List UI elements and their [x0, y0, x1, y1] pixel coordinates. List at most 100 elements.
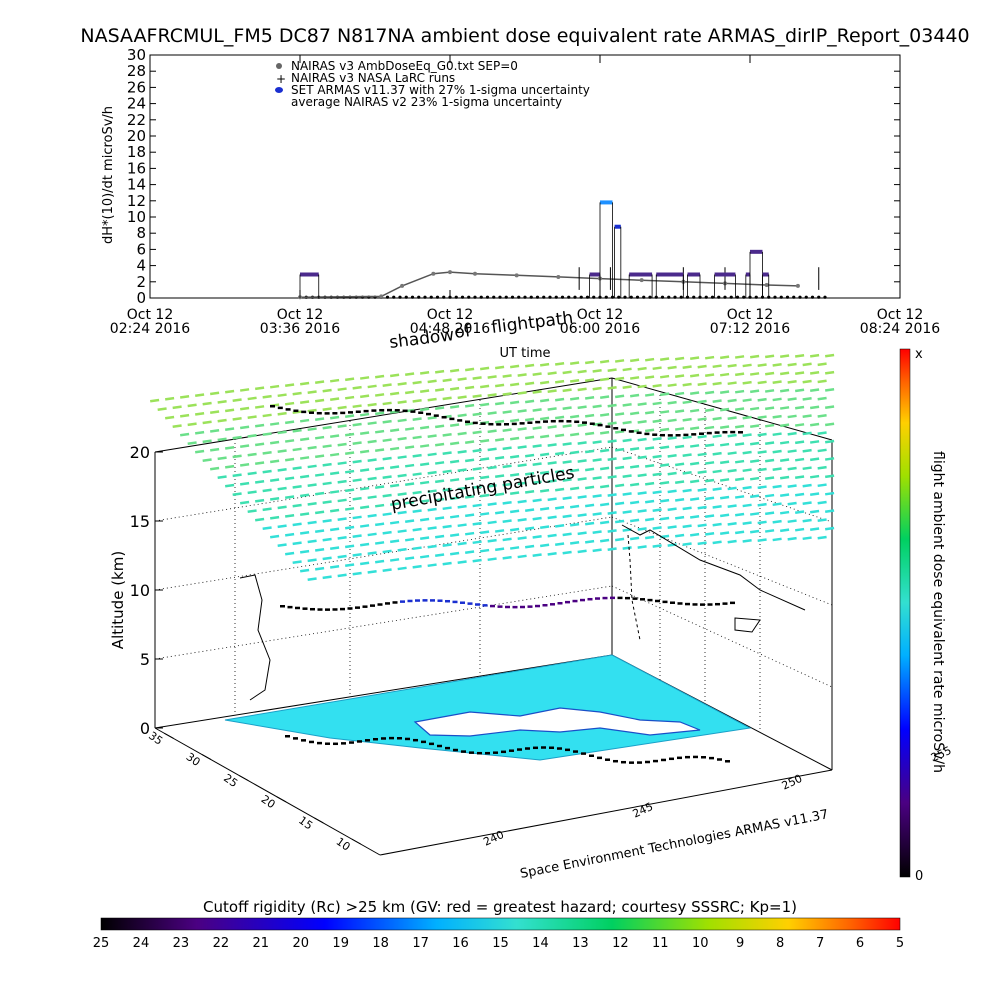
particle-dash	[225, 389, 235, 394]
particle-dash	[412, 398, 422, 403]
top-y-axis-label: dH*(10)/dt microSv/h	[101, 106, 116, 244]
nairas-baseline-point	[660, 295, 665, 299]
particle-dash	[795, 388, 805, 393]
particle-dash	[667, 507, 677, 512]
bottom-colorbar-tick-label: 14	[532, 936, 549, 951]
flight-track-dash	[692, 603, 698, 606]
particle-dash	[735, 512, 745, 517]
particle-dash	[592, 458, 602, 462]
particle-dash	[690, 408, 700, 413]
particle-dash	[382, 456, 392, 461]
particle-dash	[622, 402, 632, 407]
flight-track-dash	[512, 605, 518, 609]
shadow-track-dash	[653, 759, 658, 763]
particle-dash	[292, 391, 302, 396]
projected-track-dash	[348, 411, 353, 414]
particle-dash	[810, 527, 820, 531]
flight-track-dash	[332, 608, 338, 611]
particle-dash	[405, 390, 415, 395]
particle-dash	[225, 427, 235, 431]
particle-dash	[329, 378, 340, 383]
particle-dash	[352, 385, 362, 390]
particle-dash	[570, 414, 580, 419]
particle-dash	[705, 496, 715, 501]
particle-dash	[592, 440, 602, 444]
top-chart-marks	[298, 200, 827, 300]
particle-dash	[479, 384, 490, 389]
particle-dash	[742, 380, 752, 385]
particle-dash	[727, 468, 737, 473]
particle-dash	[412, 527, 422, 532]
particle-dash	[517, 445, 527, 449]
flight-track-dash	[640, 598, 645, 601]
particle-dash	[592, 476, 602, 480]
particle-dash	[457, 413, 467, 418]
particle-dash	[352, 422, 362, 427]
particle-dash	[622, 456, 632, 461]
particle-dash	[660, 374, 670, 379]
particle-dash	[247, 415, 257, 419]
particle-dash	[329, 490, 340, 494]
particle-dash	[817, 396, 827, 401]
nairas-baseline-point	[479, 295, 483, 299]
shadow-track-dash	[621, 760, 626, 764]
particle-dash	[345, 488, 355, 493]
particle-dash	[690, 391, 700, 395]
particle-dash	[735, 477, 745, 482]
shadow-track-dash	[485, 751, 490, 755]
particle-dash	[562, 478, 572, 482]
particle-dash	[720, 425, 730, 429]
particle-dash	[592, 512, 602, 516]
particle-dash	[607, 493, 617, 497]
particle-dash	[562, 496, 572, 500]
particle-dash	[382, 493, 392, 498]
altitude-axis: 0 5 10 15 20	[130, 443, 163, 738]
particle-dash	[352, 459, 362, 464]
particle-dash	[652, 436, 662, 441]
particle-dash	[247, 433, 257, 438]
shadow-track-dash	[661, 758, 666, 762]
particle-dash	[630, 393, 640, 398]
particle-dash	[757, 415, 767, 420]
particle-dash	[637, 527, 647, 531]
particle-dash	[405, 372, 415, 376]
x-tick-label-time: 08:24 2016	[860, 321, 941, 337]
nairas-baseline-point	[423, 295, 427, 299]
particle-dash	[277, 411, 287, 416]
particle-dash	[667, 471, 677, 476]
particle-dash	[675, 498, 685, 502]
particle-dash	[307, 427, 317, 432]
particle-dash	[360, 561, 370, 566]
particle-dash	[254, 498, 265, 503]
particle-dash	[727, 416, 737, 420]
particle-dash	[630, 411, 640, 416]
particle-dash	[742, 363, 752, 368]
projected-track-dash	[535, 420, 541, 424]
latitude-tick	[201, 754, 212, 760]
particle-dash	[622, 420, 632, 425]
particle-dash	[735, 372, 745, 377]
projected-track-dash	[519, 422, 525, 425]
particle-dash	[270, 515, 280, 520]
particle-dash	[615, 412, 625, 416]
particle-dash	[720, 372, 730, 377]
particle-dash	[712, 381, 722, 386]
particle-dash	[194, 393, 205, 397]
particle-dash	[367, 476, 377, 481]
flight-track-dash	[317, 608, 323, 611]
particle-dash	[525, 471, 535, 476]
particle-dash	[254, 405, 265, 409]
particle-dash	[802, 501, 812, 505]
particle-dash	[720, 495, 730, 500]
nairas-v3-point	[431, 271, 436, 276]
particle-dash	[480, 366, 490, 371]
flight-track-dash	[325, 608, 330, 611]
shadow-track-dash	[509, 749, 514, 752]
particle-dash	[285, 476, 295, 481]
x-tick-label-date: Oct 12	[727, 307, 773, 323]
particle-dash	[697, 452, 707, 457]
particle-dash	[292, 466, 302, 470]
particle-dash	[285, 532, 295, 537]
particle-dash	[367, 384, 377, 389]
particle-dash	[224, 408, 235, 413]
